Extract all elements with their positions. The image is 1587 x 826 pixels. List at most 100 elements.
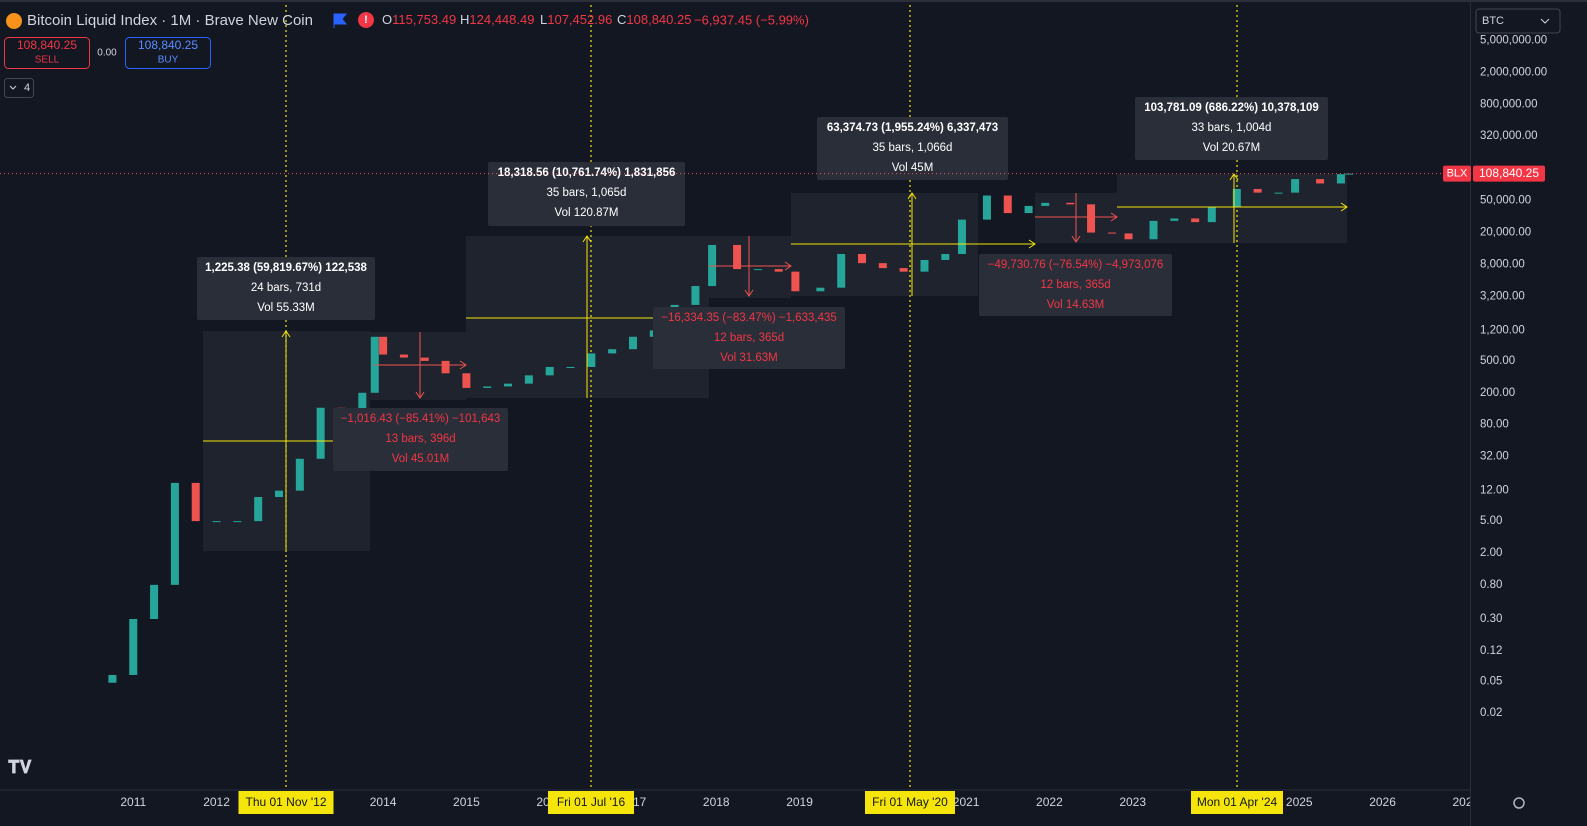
candle <box>233 521 242 523</box>
measure-arrowhead <box>744 289 754 297</box>
ohlc-letter: O <box>382 12 392 27</box>
y-tick-label: 0.12 <box>1480 645 1502 657</box>
crosshair-date: Fri 01 May '20 <box>872 795 948 809</box>
tv-logo: 𝐓𝐕 <box>8 757 33 777</box>
y-tick-label: 0.02 <box>1480 707 1502 719</box>
measure-arrowhead <box>1110 212 1118 222</box>
ohlc-item: H124,448.49 <box>460 12 534 27</box>
coin-icon <box>6 13 22 29</box>
measure-label: Vol 14.63M <box>1047 299 1105 311</box>
candle <box>524 375 533 384</box>
measure-label-box <box>817 117 1008 180</box>
candle <box>462 373 471 388</box>
x-tick-label: 2012 <box>203 795 230 809</box>
measure-label: Vol 20.67M <box>1203 142 1261 154</box>
y-tick-label: 20,000.00 <box>1480 227 1531 239</box>
candle <box>379 336 388 355</box>
symbol-chevron <box>1540 18 1550 24</box>
candle <box>150 584 159 619</box>
measure-arrowhead <box>907 192 917 200</box>
sell-button[interactable] <box>4 37 90 69</box>
candle <box>129 618 138 675</box>
ohlc-item: O115,753.49 <box>382 12 456 27</box>
candle <box>920 259 929 272</box>
candle <box>1107 232 1116 234</box>
measure-label: Vol 55.33M <box>257 302 315 314</box>
flag-icon[interactable] <box>333 13 348 28</box>
title: Bitcoin Liquid Index · 1M · Brave New Co… <box>27 12 313 29</box>
candle <box>483 386 492 388</box>
candle <box>1003 195 1012 214</box>
y-tick-label: 80.00 <box>1480 419 1509 431</box>
candle <box>1291 179 1300 193</box>
measure-arrowhead <box>1229 173 1239 181</box>
symbol-select[interactable] <box>1475 8 1561 34</box>
indicators-toggle[interactable] <box>4 78 34 98</box>
last-price-symbol-box <box>1443 165 1471 182</box>
crosshair-date: Mon 01 Apr '24 <box>1197 795 1278 809</box>
candle <box>1124 233 1133 240</box>
measure-label-box <box>333 408 508 471</box>
measure-label-box <box>979 254 1172 316</box>
candle <box>275 490 284 497</box>
y-tick-label: 2.00 <box>1480 547 1502 559</box>
measure-arrowhead <box>1028 239 1036 249</box>
candle <box>1149 220 1158 240</box>
crosshair-date: Thu 01 Nov '12 <box>245 795 326 809</box>
y-tick-label: 32.00 <box>1480 451 1509 463</box>
candle <box>212 521 221 523</box>
buy-price: 108,840.25 <box>138 38 198 52</box>
measure-label: −49,730.76 (−76.54%) −4,973,076 <box>988 259 1164 271</box>
candle <box>1207 206 1216 223</box>
crosshair-date-box <box>865 791 955 814</box>
measure-label-box <box>1135 97 1328 160</box>
candle <box>191 482 200 522</box>
candle <box>1232 188 1241 207</box>
y-tick-label: 50,000.00 <box>1480 195 1531 207</box>
plot: 1,225.38 (59,819.67%) 122,538 24 bars, 73… <box>0 0 1470 790</box>
measure-label: 13 bars, 396d <box>385 433 455 445</box>
measure-arrowhead <box>459 360 467 370</box>
candle <box>791 271 800 292</box>
candle <box>941 253 950 260</box>
candle <box>504 383 513 387</box>
candle <box>441 360 450 374</box>
measure-arrowhead <box>582 235 592 243</box>
candle <box>420 357 429 361</box>
x-tick-label: 2021 <box>953 795 980 809</box>
change: −6,937.45 (−5.99%) <box>694 12 809 27</box>
measure-label-box <box>653 307 845 369</box>
x-tick-label: 2023 <box>1119 795 1146 809</box>
candle <box>858 253 867 264</box>
x-tick-label: 2014 <box>370 795 397 809</box>
measure-arrowhead <box>784 261 792 271</box>
measure-label: −16,334.35 (−83.47%) −1,633,435 <box>661 312 837 324</box>
candle <box>1087 204 1096 233</box>
ohlc-item: L107,452.96 <box>540 12 612 27</box>
candle <box>982 195 991 220</box>
ohlc-value: 124,448.49 <box>469 12 534 27</box>
candle <box>399 354 408 358</box>
candle <box>753 269 762 271</box>
candle <box>170 482 179 585</box>
measure-label: −1,016.43 (−85.41%) −101,643 <box>341 413 501 425</box>
settings-icon[interactable] <box>1513 797 1525 809</box>
measure-label: Vol 45M <box>892 162 934 174</box>
candle <box>295 458 304 491</box>
measure-arrowhead <box>1340 202 1348 212</box>
last-price-box <box>1473 165 1545 182</box>
alert-mark: ! <box>364 14 368 26</box>
y-tick-label: 5.00 <box>1480 515 1502 527</box>
measure-label: 24 bars, 731d <box>251 282 321 294</box>
y-tick-label: 500.00 <box>1480 355 1515 367</box>
y-tick-label: 5,000,000.00 <box>1480 34 1547 46</box>
y-tick-label: 800,000.00 <box>1480 98 1538 110</box>
ohlc-value: 108,840.25 <box>626 12 691 27</box>
candle <box>1274 192 1283 194</box>
ohlc-letter: C <box>617 12 626 27</box>
measure-label: 12 bars, 365d <box>714 332 784 344</box>
candle <box>1253 188 1262 193</box>
buy-button[interactable] <box>125 37 211 69</box>
ohlc-item: C108,840.25 <box>617 12 691 27</box>
